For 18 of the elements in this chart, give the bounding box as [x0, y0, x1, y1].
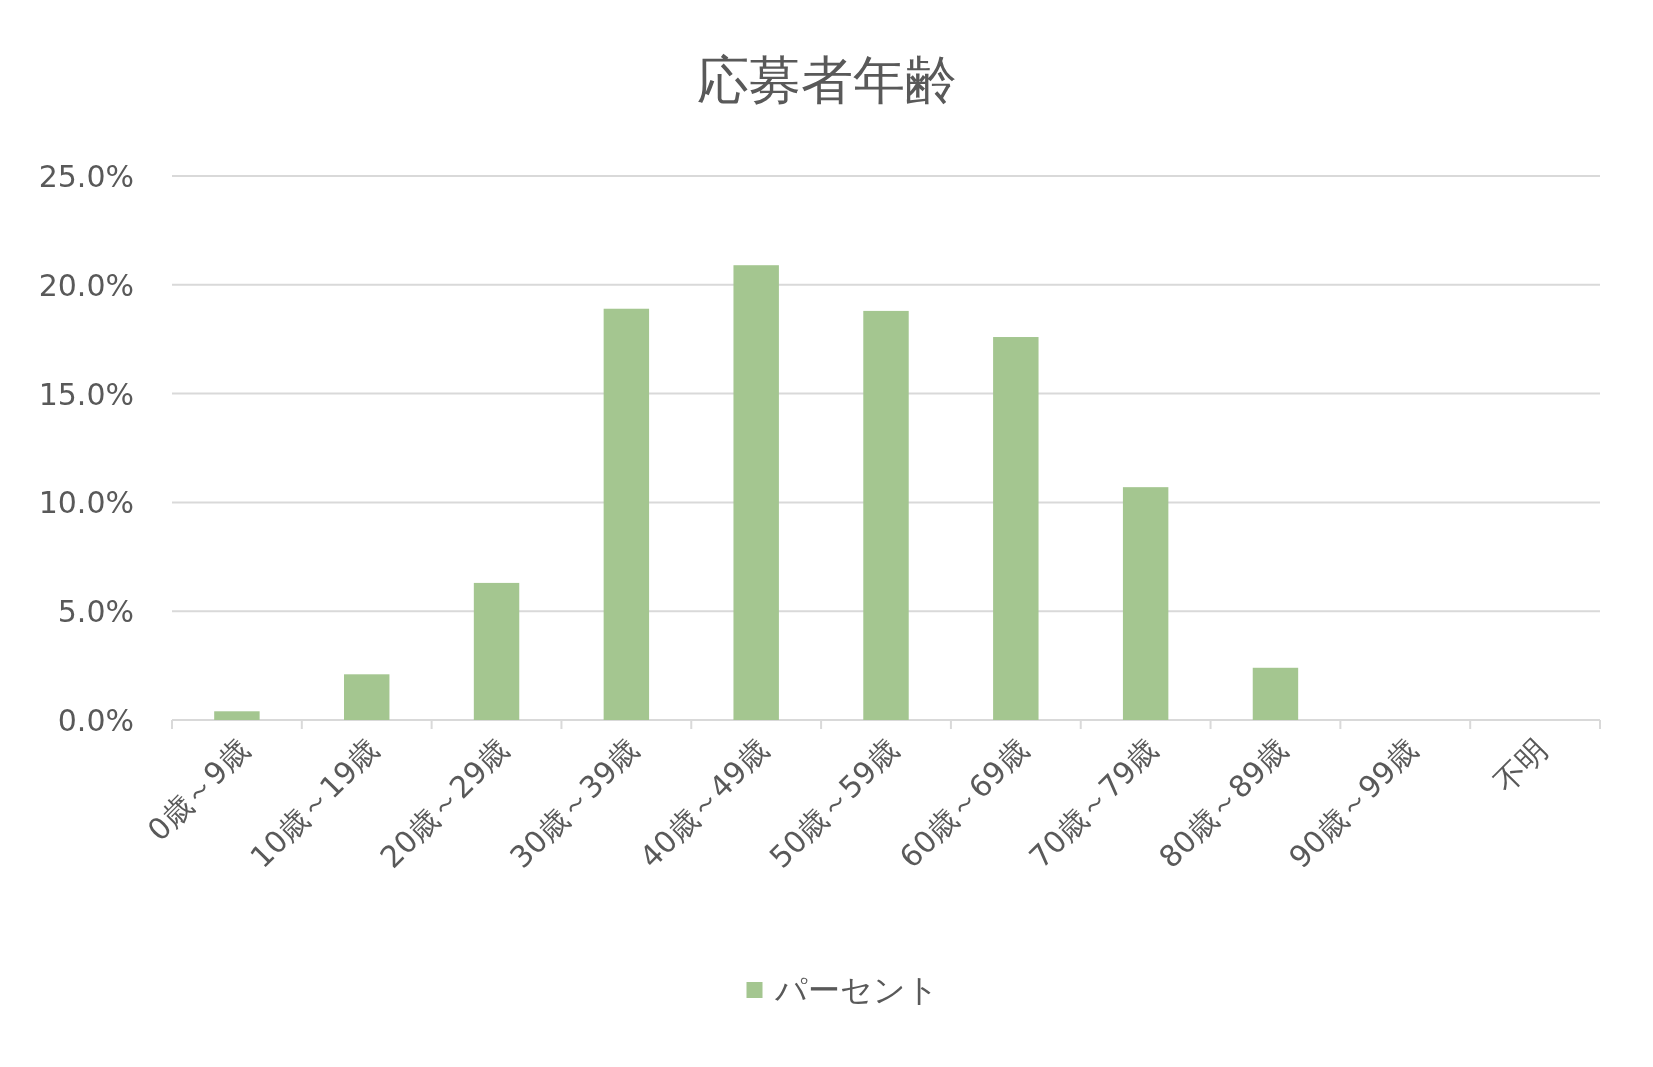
bar — [603, 308, 650, 720]
x-tick-label: 不明 — [1486, 732, 1555, 800]
bar — [214, 711, 260, 720]
bar — [1252, 667, 1299, 720]
bar — [733, 265, 779, 720]
y-tick-label: 25.0% — [38, 159, 134, 194]
y-tick-label: 5.0% — [57, 594, 134, 630]
chart-title: 応募者年齢 — [696, 50, 957, 110]
y-tick-label: 0.0% — [57, 703, 134, 738]
bar — [473, 582, 520, 720]
bar — [344, 674, 390, 720]
bar — [993, 337, 1039, 720]
y-tick-label: 10.0% — [38, 485, 134, 521]
bar — [1122, 487, 1169, 720]
y-tick-label: 20.0% — [38, 267, 134, 303]
bar — [863, 310, 909, 720]
legend-label: パーセント — [773, 971, 939, 1009]
y-tick-label: 15.0% — [38, 376, 134, 412]
